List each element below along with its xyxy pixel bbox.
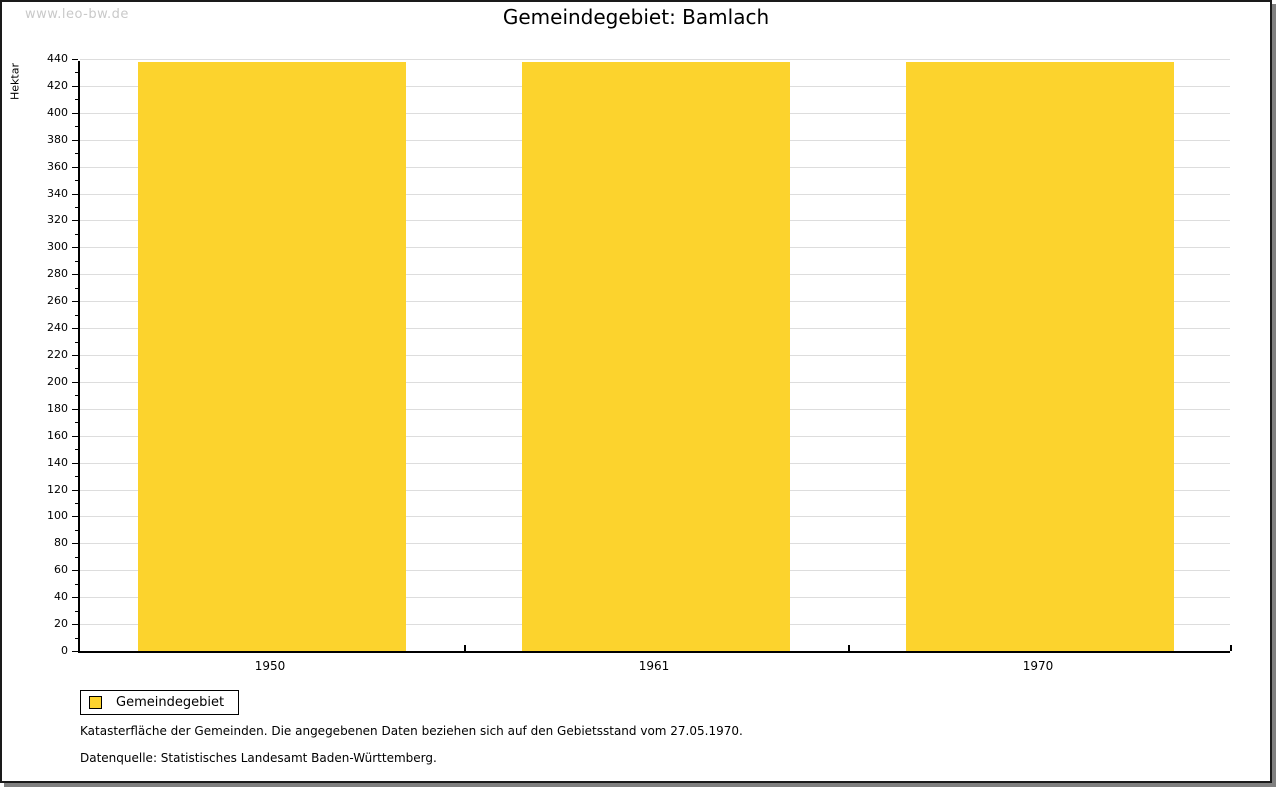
y-axis-minor-tick bbox=[75, 422, 78, 424]
legend-label: Gemeindegebiet bbox=[116, 695, 225, 710]
y-axis-tick-label: 80 bbox=[54, 536, 68, 550]
y-axis-minor-tick bbox=[75, 583, 78, 585]
watermark: www.leo-bw.de bbox=[25, 7, 129, 22]
x-axis-label: 1950 bbox=[254, 659, 286, 673]
y-axis-minor-tick bbox=[75, 449, 78, 451]
y-axis-minor-tick bbox=[75, 556, 78, 558]
y-axis-minor-tick bbox=[75, 126, 78, 128]
y-axis-tick-label: 160 bbox=[47, 428, 68, 442]
y-axis-minor-tick bbox=[75, 368, 78, 370]
x-axis-tick bbox=[464, 645, 466, 651]
y-axis-minor-tick bbox=[75, 529, 78, 531]
y-axis-tick-label: 220 bbox=[47, 348, 68, 361]
y-axis-tick bbox=[72, 59, 78, 60]
y-axis-tick bbox=[72, 597, 78, 599]
y-axis-minor-tick bbox=[75, 287, 78, 289]
x-axis-tick bbox=[1230, 645, 1232, 651]
y-axis-tick bbox=[72, 570, 78, 572]
y-axis-minor-tick bbox=[75, 260, 78, 262]
y-axis-tick-label: 60 bbox=[54, 563, 68, 577]
y-axis-tick-label: 320 bbox=[47, 213, 68, 227]
y-axis-tick bbox=[72, 247, 78, 249]
y-axis-tick bbox=[72, 624, 78, 626]
y-axis-minor-tick bbox=[75, 233, 78, 235]
y-axis-tick-label: 300 bbox=[47, 240, 68, 254]
y-axis-tick-label: 340 bbox=[47, 186, 68, 200]
bar bbox=[138, 62, 406, 651]
y-axis-tick-label: 280 bbox=[47, 267, 68, 281]
y-axis-minor-tick bbox=[75, 610, 78, 612]
y-axis-tick bbox=[72, 462, 78, 464]
y-axis-tick-label: 120 bbox=[47, 482, 68, 496]
y-axis-minor-tick bbox=[75, 637, 78, 639]
x-axis-label: 1970 bbox=[1022, 659, 1054, 673]
y-axis-tick-label: 200 bbox=[47, 374, 68, 388]
y-axis-tick-label: 380 bbox=[47, 132, 68, 146]
x-axis-label: 1961 bbox=[638, 659, 670, 673]
y-axis-tick-label: 400 bbox=[47, 105, 68, 119]
y-axis-tick bbox=[72, 355, 78, 356]
x-axis-tick bbox=[848, 645, 850, 651]
y-axis-tick bbox=[72, 166, 78, 168]
y-axis-tick-label: 440 bbox=[47, 52, 68, 65]
y-axis-tick bbox=[72, 408, 78, 410]
y-axis-minor-tick bbox=[75, 503, 78, 504]
y-axis-tick bbox=[72, 381, 78, 383]
bar bbox=[906, 62, 1174, 651]
gridline bbox=[80, 59, 1230, 60]
footnotes: Katasterfläche der Gemeinden. Die angege… bbox=[80, 724, 743, 778]
y-axis-tick bbox=[72, 85, 78, 87]
y-axis-tick-label: 360 bbox=[47, 159, 68, 173]
y-axis-minor-tick bbox=[75, 207, 78, 208]
y-axis-tick-label: 100 bbox=[47, 509, 68, 523]
y-axis-minor-tick bbox=[75, 476, 78, 478]
y-axis-minor-tick bbox=[75, 153, 78, 155]
y-axis-minor-tick bbox=[75, 395, 78, 397]
y-axis-tick bbox=[72, 489, 78, 491]
bar bbox=[522, 62, 790, 651]
footnote: Datenquelle: Statistisches Landesamt Bad… bbox=[80, 751, 437, 765]
y-axis-tick bbox=[72, 301, 78, 303]
y-axis-tick-label: 260 bbox=[47, 294, 68, 308]
y-axis-tick-label: 0 bbox=[61, 644, 68, 657]
footnote: Katasterfläche der Gemeinden. Die angege… bbox=[80, 724, 743, 738]
plot-area: 0 20 40 60 80 100 120 140 160 180 200 220 240 260 280 3… bbox=[47, 52, 1232, 657]
y-axis-tick bbox=[72, 220, 78, 222]
y-axis-minor-tick bbox=[75, 99, 78, 101]
y-axis-tick bbox=[72, 139, 78, 141]
y-axis-tick bbox=[72, 651, 78, 652]
y-axis-tick bbox=[72, 328, 78, 330]
legend-swatch bbox=[89, 696, 102, 709]
y-axis-minor-tick bbox=[75, 341, 78, 343]
y-axis-tick-label: 140 bbox=[47, 455, 68, 469]
y-axis-tick-label: 40 bbox=[54, 590, 68, 604]
y-axis-tick bbox=[72, 516, 78, 518]
y-axis-tick-label: 180 bbox=[47, 401, 68, 415]
y-axis-minor-tick bbox=[75, 180, 78, 182]
y-axis-tick-label: 420 bbox=[47, 78, 68, 92]
legend-item: Gemeindegebiet bbox=[89, 695, 224, 710]
y-axis-tick-label: 20 bbox=[54, 617, 68, 631]
y-axis-minor-tick bbox=[75, 314, 78, 316]
chart-title: Gemeindegebiet: Bamlach bbox=[502, 5, 770, 29]
y-axis-tick bbox=[72, 435, 78, 437]
y-axis-tick bbox=[72, 193, 78, 195]
y-axis-tick bbox=[72, 274, 78, 276]
y-axis-tick-label: 240 bbox=[47, 321, 68, 335]
y-axis-tick bbox=[72, 112, 78, 114]
legend: Gemeindegebiet bbox=[80, 690, 240, 715]
y-axis-minor-tick bbox=[75, 72, 78, 74]
y-axis-tick bbox=[72, 543, 78, 545]
